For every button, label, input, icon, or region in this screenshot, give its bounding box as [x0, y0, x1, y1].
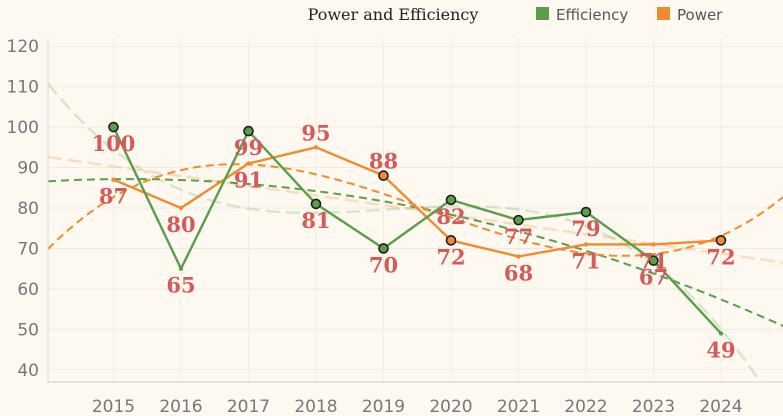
data-label-efficiency: 49: [706, 337, 735, 362]
data-point-power: [246, 161, 251, 166]
y-tick-label: 100: [7, 118, 39, 138]
x-tick-label: 2023: [632, 397, 675, 416]
data-labels: 100 65 99 81 70 82 77 79 67 49 87 80 91 95 88 72 68 71 71 7…: [92, 120, 736, 362]
x-tick-label: 2017: [227, 397, 270, 416]
data-point-efficiency: [178, 266, 184, 271]
data-label-power: 95: [301, 120, 330, 145]
data-point-power: [378, 170, 389, 181]
data-point-power: [651, 242, 656, 247]
x-tick-label: 2019: [362, 397, 405, 416]
data-label-power: 72: [436, 244, 465, 269]
series-line-efficiency: [112, 126, 722, 335]
x-tick-label: 2022: [564, 397, 607, 416]
data-label-efficiency: 82: [436, 204, 465, 229]
y-tick-label: 40: [17, 361, 39, 381]
data-label-power: 72: [706, 244, 735, 269]
data-point-power: [583, 242, 589, 247]
y-tick-label: 80: [17, 199, 39, 219]
data-point-power: [313, 145, 319, 150]
data-point-power: [111, 177, 116, 182]
data-point-efficiency: [108, 121, 119, 133]
data-point-efficiency: [648, 255, 659, 266]
data-label-efficiency: 70: [369, 252, 398, 277]
y-tick-label: 90: [17, 159, 39, 179]
y-tick-label: 70: [17, 239, 39, 259]
data-label-power: 88: [369, 149, 398, 174]
y-axis-ticks: 40 50 60 70 80 90 100 110 120: [7, 37, 39, 381]
y-tick-label: 60: [17, 280, 39, 300]
data-label-power: 71: [571, 248, 600, 273]
x-tick-label: 2021: [497, 397, 540, 416]
data-point-efficiency: [445, 194, 457, 206]
data-label-power: 91: [234, 167, 263, 192]
series-line-power: [113, 146, 722, 258]
data-point-power: [715, 235, 727, 246]
x-tick-label: 2020: [429, 397, 472, 416]
x-tick-label: 2024: [699, 397, 742, 416]
x-tick-label: 2016: [159, 397, 202, 416]
y-tick-label: 120: [7, 37, 39, 57]
data-point-efficiency: [378, 243, 389, 254]
chart-title: Power and Efficiency: [308, 5, 479, 24]
data-label-efficiency: 65: [166, 273, 195, 298]
y-tick-label: 110: [7, 78, 39, 98]
efficiency-trend-line: [48, 178, 783, 327]
data-point-efficiency: [310, 198, 322, 210]
data-label-efficiency: 67: [639, 265, 668, 290]
data-point-efficiency: [243, 125, 254, 137]
data-point-power: [445, 235, 457, 246]
data-label-efficiency: 79: [571, 216, 600, 241]
data-label-power: 80: [166, 212, 195, 237]
data-point-power: [516, 254, 521, 259]
data-label-efficiency: 81: [301, 208, 330, 233]
data-label-power: 68: [504, 261, 533, 286]
legend-label-power: Power: [677, 6, 723, 24]
x-axis-ticks: 2015 2016 2017 2018 2019 2020 2021 2022 2023 2024: [92, 397, 743, 416]
efficiency-poly-trend: [48, 82, 762, 382]
power-linear-trend: [48, 155, 783, 264]
x-tick-label: 2015: [92, 397, 135, 416]
data-point-power: [178, 205, 184, 211]
data-label-efficiency: 100: [92, 131, 136, 156]
legend-label-efficiency: Efficiency: [556, 6, 628, 24]
legend-swatch-power: [657, 7, 670, 20]
data-point-efficiency: [718, 331, 724, 336]
legend-swatch-efficiency: [536, 7, 549, 20]
data-point-efficiency: [513, 214, 524, 226]
data-label-efficiency: 77: [504, 224, 533, 249]
x-tick-label: 2018: [294, 397, 337, 416]
point-markers: [108, 121, 727, 336]
y-tick-label: 50: [17, 320, 39, 340]
data-label-efficiency: 99: [234, 135, 263, 160]
series-lines: [112, 126, 722, 335]
data-label-power: 87: [99, 184, 128, 209]
data-point-efficiency: [580, 206, 592, 218]
trend-lines: [48, 82, 783, 382]
legend: Efficiency Power: [536, 6, 723, 24]
data-label-power: 71: [639, 248, 668, 273]
